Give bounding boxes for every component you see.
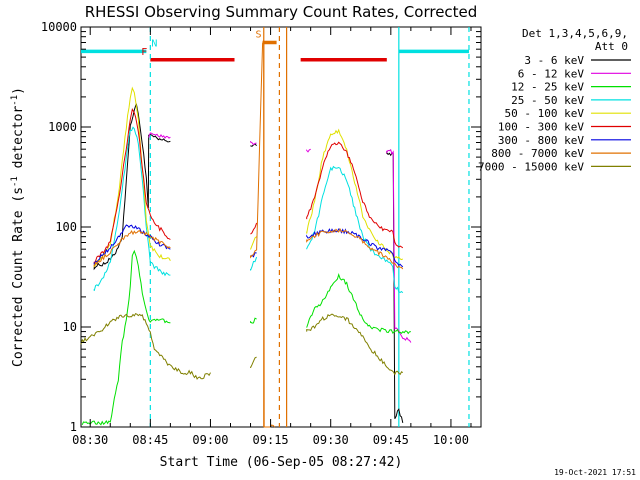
y-axis-title-end: )	[11, 87, 26, 95]
x-axis-ticks: 08:30 08:45 09:00 09:15 09:30 09:45 10:00	[72, 27, 472, 447]
legend-label-6-12-kev: 6 - 12 keV	[518, 67, 585, 80]
generation-timestamp: 19-Oct-2021 17:51	[554, 468, 636, 477]
x-tick-label: 09:30	[313, 433, 349, 447]
y-tick-label: 1	[70, 420, 77, 434]
x-tick-label: 09:45	[373, 433, 409, 447]
y-tick-label: 10000	[41, 20, 77, 34]
y-tick-label: 1000	[48, 120, 77, 134]
x-tick-label: 09:00	[192, 433, 228, 447]
y-tick-label: 10	[63, 320, 77, 334]
legend-label-3-6-kev: 3 - 6 keV	[524, 54, 584, 67]
y-axis-title-main: Corrected Count Rate (s	[11, 187, 26, 367]
legend-label-800-7000-kev: 800 - 7000 keV	[491, 147, 584, 160]
plot-area: NFS 08:30 08:45 09:00 09:15 09:30 09:45 10:00 …	[41, 20, 482, 447]
legend-label-7000-15000-kev: 7000 - 15000 keV	[478, 160, 584, 173]
y-axis-ticks: 1 10 100 1000 10000	[41, 20, 481, 434]
y-axis-title-sup1: -1	[10, 176, 20, 187]
instrument-flags: NF S	[81, 29, 469, 62]
x-tick-label: 09:15	[253, 433, 289, 447]
legend-header-line1: Det 1,3,4,5,6,9,	[522, 27, 628, 40]
legend-label-300-800-kev: 300 - 800 keV	[498, 134, 584, 147]
series-line-7000-15000-kev	[80, 312, 404, 380]
plot-frame	[80, 26, 482, 428]
time-markers	[149, 27, 470, 427]
x-tick-label: 10:00	[433, 433, 469, 447]
flag-label-n: N	[151, 38, 157, 49]
legend-label-12-25-kev: 12 - 25 keV	[511, 81, 584, 94]
y-axis-title-sup2: -1	[10, 95, 20, 106]
legend-label-50-100-kev: 50 - 100 keV	[505, 107, 585, 120]
x-tick-label: 08:30	[72, 433, 108, 447]
legend-header-line2: Att 0	[595, 40, 628, 53]
flag-label-s: S	[256, 29, 262, 40]
y-tick-label: 100	[55, 220, 77, 234]
series-line-12-25-kev	[81, 249, 411, 426]
legend-label-25-50-kev: 25 - 50 keV	[511, 94, 584, 107]
x-axis-title: Start Time (06-Sep-05 08:27:42)	[160, 455, 403, 470]
x-tick-label: 08:45	[132, 433, 168, 447]
series-line-50-100-kev	[93, 86, 404, 268]
flag-label-f: F	[141, 47, 147, 58]
legend-label-100-300-kev: 100 - 300 keV	[498, 121, 584, 134]
chart-title: RHESSI Observing Summary Count Rates, Co…	[85, 3, 478, 21]
y-axis-title: Corrected Count Rate (s-1 detector-1)	[10, 87, 26, 367]
y-axis-title-mid: detector	[11, 106, 26, 177]
series-lines	[80, 40, 412, 428]
